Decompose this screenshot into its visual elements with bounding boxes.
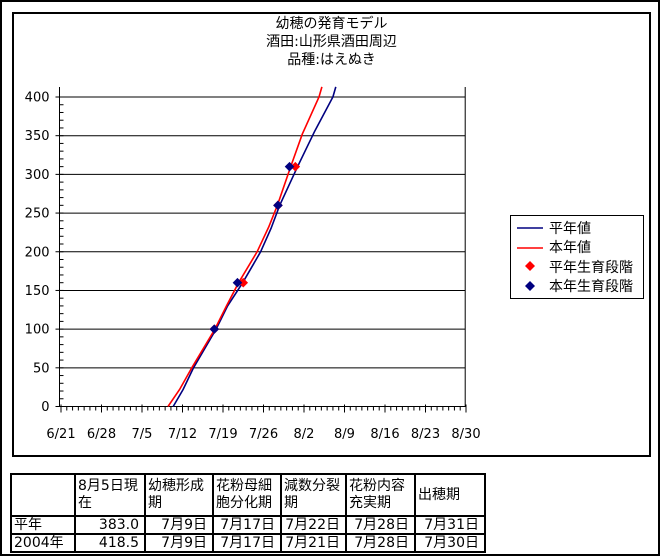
- legend-item-3: 本年生育段階: [515, 277, 643, 296]
- cell-date: 7月9日: [144, 515, 214, 535]
- header-pollen-filling: 花粉内容充実期: [345, 473, 416, 517]
- legend-item-2: 平年生育段階: [515, 257, 643, 276]
- chart-title-line3: 品種:はえぬき: [287, 52, 376, 68]
- table-row-2004: 2004年 418.5 7月9日 7月17日 7月21日 7月28日 7月30日: [10, 533, 486, 553]
- cell-date: 7月28日: [345, 533, 416, 553]
- legend-diamond-marker: [515, 257, 545, 276]
- cell-value: 383.0: [74, 515, 146, 535]
- chart-title: 幼穂の発育モデル 酒田:山形県酒田周辺 品種:はえぬき: [12, 15, 651, 69]
- chart-legend: 平年値本年値平年生育段階 本年生育段階: [510, 215, 644, 299]
- legend-diamond-marker: [515, 277, 545, 296]
- chart-title-line2: 酒田:山形県酒田周辺: [266, 34, 397, 50]
- header-panicle-formation: 幼穂形成期: [144, 473, 214, 517]
- cell-date: 7月17日: [212, 533, 282, 553]
- table-row-normal-year: 平年 383.0 7月9日 7月17日 7月22日 7月28日 7月31日: [10, 515, 486, 535]
- header-pollen-mother-cell: 花粉母細胞分化期: [212, 473, 282, 517]
- legend-label: 本年値: [549, 240, 591, 257]
- cell-value: 418.5: [74, 533, 146, 553]
- cell-date: 7月31日: [414, 515, 486, 535]
- legend-item-1: 本年値: [515, 238, 643, 257]
- header-heading-stage: 出穂期: [414, 473, 486, 517]
- legend-label: 本年生育段階: [549, 279, 633, 296]
- chart-title-line1: 幼穂の発育モデル: [275, 16, 388, 32]
- header-as-of-aug5: 8月5日現在: [74, 473, 146, 517]
- row-label: 平年: [10, 515, 76, 535]
- cell-date: 7月30日: [414, 533, 486, 553]
- cell-date: 7月9日: [144, 533, 214, 553]
- legend-label: 平年生育段階: [549, 259, 633, 276]
- cell-date: 7月22日: [280, 515, 347, 535]
- header-meiosis: 減数分裂期: [280, 473, 347, 517]
- cell-date: 7月21日: [280, 533, 347, 553]
- cell-date: 7月17日: [212, 515, 282, 535]
- legend-label: 平年値: [549, 220, 591, 237]
- row-label: 2004年: [10, 533, 76, 553]
- cell-date: 7月28日: [345, 515, 416, 535]
- table-corner-cell: [10, 473, 76, 517]
- stages-table: 8月5日現在 幼穂形成期 花粉母細胞分化期 減数分裂期 花粉内容充実期 出穂期 …: [10, 473, 486, 553]
- table-header-row: 8月5日現在 幼穂形成期 花粉母細胞分化期 減数分裂期 花粉内容充実期 出穂期: [10, 473, 486, 517]
- legend-item-0: 平年値: [515, 218, 643, 237]
- legend-line-marker: [515, 218, 545, 237]
- legend-line-marker: [515, 238, 545, 257]
